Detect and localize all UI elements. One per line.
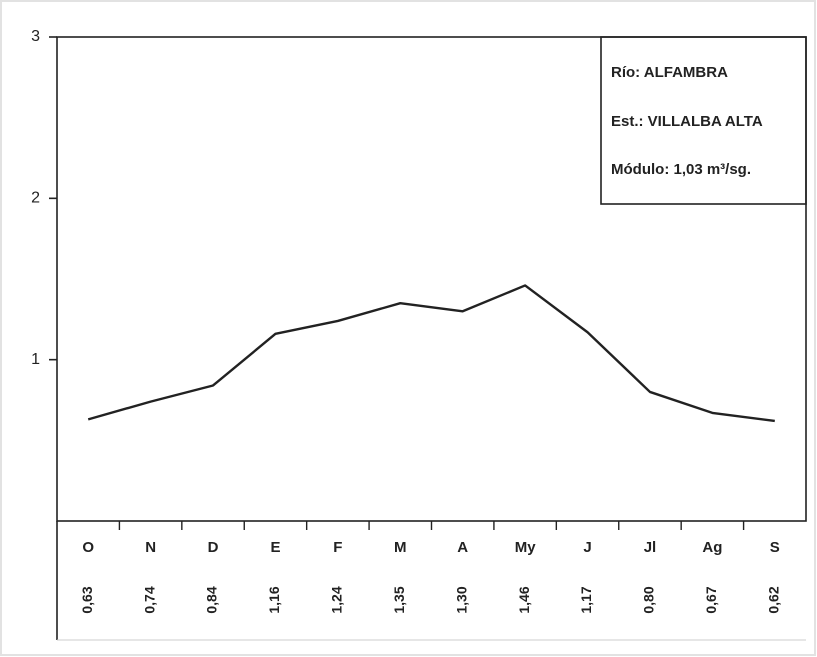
x-tick-label: M bbox=[394, 539, 407, 556]
y-tick-label: 3 bbox=[31, 28, 40, 45]
value-label: 0,62 bbox=[765, 586, 781, 613]
x-tick-label: Jl bbox=[644, 539, 657, 556]
y-tick-label: 1 bbox=[31, 351, 40, 368]
value-label: 0,63 bbox=[79, 586, 95, 613]
x-tick-label: F bbox=[333, 539, 342, 556]
x-tick-label: S bbox=[770, 539, 780, 556]
value-label: 0,84 bbox=[204, 586, 220, 613]
y-tick-label: 2 bbox=[31, 190, 40, 207]
value-label: 1,46 bbox=[516, 586, 532, 613]
value-label: 1,16 bbox=[266, 586, 282, 613]
x-tick-label: A bbox=[457, 539, 468, 556]
value-label: 0,80 bbox=[641, 586, 657, 613]
x-tick-label: E bbox=[270, 539, 280, 556]
annotation: Est.: VILLALBA ALTA bbox=[611, 113, 763, 130]
annotation: Río: ALFAMBRA bbox=[611, 64, 728, 81]
value-label: 0,74 bbox=[141, 586, 157, 613]
x-tick-label: D bbox=[208, 539, 219, 556]
x-tick-label: N bbox=[145, 539, 156, 556]
legend-box bbox=[600, 36, 807, 205]
value-label: 1,35 bbox=[391, 586, 407, 613]
x-tick-label: J bbox=[583, 539, 591, 556]
value-label: 1,30 bbox=[453, 586, 469, 613]
value-label: 1,17 bbox=[578, 586, 594, 613]
value-label: 1,24 bbox=[329, 586, 345, 613]
annotation: Módulo: 1,03 m³/sg. bbox=[611, 161, 751, 178]
value-label: 0,67 bbox=[703, 586, 719, 613]
x-tick-label: Ag bbox=[702, 539, 722, 556]
data-line bbox=[87, 284, 775, 423]
x-tick-label: My bbox=[515, 539, 536, 556]
x-tick-label: O bbox=[82, 539, 94, 556]
